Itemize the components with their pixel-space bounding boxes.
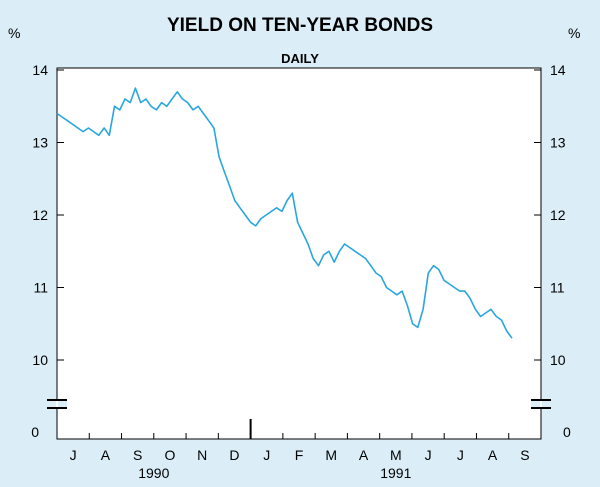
- x-month-label-9: A: [359, 447, 369, 463]
- y-unit-left: %: [8, 25, 20, 41]
- x-month-label-4: N: [197, 447, 207, 463]
- y-tick-label-left-13: 13: [32, 135, 48, 151]
- y-tick-label-left-14: 14: [32, 62, 48, 78]
- y-tick-label-left-11: 11: [33, 280, 48, 296]
- x-month-label-10: M: [390, 447, 402, 463]
- yield-series-line: [56, 87, 513, 339]
- x-month-label-8: M: [325, 447, 337, 463]
- y-tick-label-right-14: 14: [550, 62, 566, 78]
- x-year-label-1: 1991: [380, 465, 411, 481]
- axis-break-fill-left: [56, 400, 58, 408]
- x-month-label-12: J: [457, 447, 464, 463]
- y-tick-label-right-10: 10: [550, 352, 566, 368]
- plot-area: [56, 67, 542, 440]
- x-month-label-2: S: [133, 447, 142, 463]
- x-month-label-5: D: [229, 447, 239, 463]
- y-tick-label-left-12: 12: [32, 207, 48, 223]
- x-month-label-14: S: [520, 447, 529, 463]
- x-month-label-7: F: [295, 447, 304, 463]
- x-month-label-11: J: [425, 447, 432, 463]
- x-month-label-13: A: [488, 447, 498, 463]
- y-tick-label-right-13: 13: [550, 135, 566, 151]
- y-zero-label-left: 0: [31, 424, 39, 440]
- y-tick-label-left-10: 10: [32, 352, 48, 368]
- y-tick-label-right-12: 12: [550, 207, 566, 223]
- axis-break-fill-right: [540, 400, 542, 408]
- x-year-label-0: 1990: [138, 465, 169, 481]
- y-unit-right: %: [568, 25, 580, 41]
- chart-subtitle: DAILY: [281, 51, 319, 66]
- x-month-label-0: J: [70, 447, 77, 463]
- y-zero-label-right: 0: [563, 424, 571, 440]
- x-month-label-3: O: [164, 447, 175, 463]
- x-month-label-6: J: [263, 447, 270, 463]
- chart-title: YIELD ON TEN-YEAR BONDS: [167, 15, 433, 36]
- x-month-label-1: A: [101, 447, 111, 463]
- y-tick-label-right-11: 11: [550, 280, 565, 296]
